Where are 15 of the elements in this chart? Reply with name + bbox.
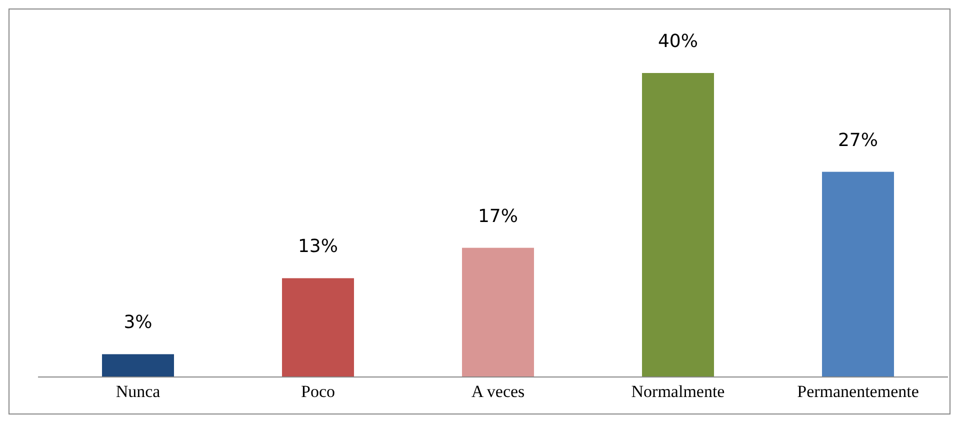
x-tick-label: A veces [471,382,525,401]
bar [822,172,894,377]
x-tick-label: Permanentemente [797,382,919,401]
bar [282,278,354,377]
bar [642,73,714,377]
data-label: 27% [838,130,878,151]
x-tick-label: Nunca [116,382,161,401]
data-label: 3% [124,312,152,334]
x-tick-label: Poco [301,382,335,401]
x-tick-label: Normalmente [631,382,725,401]
data-label: 17% [478,206,518,227]
data-label: 40% [658,31,698,52]
bar [462,248,534,377]
data-label: 13% [298,236,338,258]
bar [102,354,174,377]
